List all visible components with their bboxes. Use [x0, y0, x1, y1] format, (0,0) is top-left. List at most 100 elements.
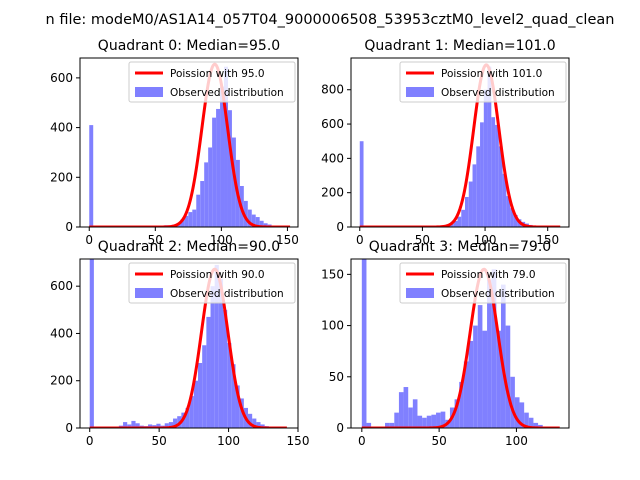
y-tick-label: 200 — [50, 170, 73, 184]
histogram-bar — [248, 413, 253, 428]
histogram-bar — [463, 361, 469, 428]
y-tick-label: 150 — [321, 267, 344, 281]
histogram-bar — [408, 407, 413, 428]
histogram-bar — [483, 89, 488, 227]
subplot-quadrant-2: Quadrant 2: Median=90.0 0 50 100 150 0 200 400 6… — [50, 239, 309, 448]
plot-area — [88, 259, 288, 428]
histogram-bar — [487, 279, 492, 428]
y-tick-label: 100 — [321, 319, 344, 333]
histogram-bar — [514, 397, 520, 428]
y-tick-label: 400 — [50, 121, 73, 135]
x-tick-label: 150 — [536, 233, 559, 247]
legend-line-label: Poission with 79.0 — [441, 269, 536, 281]
legend-hist-label: Observed distribution — [441, 288, 555, 300]
x-tick-label: 50 — [152, 434, 167, 448]
x-tick-label: 100 — [210, 233, 233, 247]
histogram-bar — [247, 209, 252, 227]
histogram-bar — [440, 411, 446, 428]
histogram-bar — [359, 141, 364, 227]
histogram-bar — [519, 402, 525, 428]
x-tick-label: 100 — [217, 434, 240, 448]
histogram-bar — [505, 325, 511, 428]
axes-frame — [350, 57, 570, 228]
histogram-bar — [457, 216, 462, 227]
legend-box — [128, 262, 296, 304]
subplot-title: Quadrant 2: Median=90.0 — [98, 239, 280, 255]
histogram-bar — [123, 422, 128, 428]
y-tick-label: 600 — [321, 117, 344, 131]
histogram-bar — [476, 146, 481, 227]
histogram-bar — [500, 284, 506, 428]
histogram-bar — [89, 259, 94, 428]
histogram-bar — [131, 420, 136, 428]
subplot-title: Quadrant 1: Median=101.0 — [364, 38, 555, 54]
axes-frame — [350, 258, 570, 429]
subplot-title: Quadrant 3: Median=79.0 — [369, 239, 551, 255]
histogram-bar — [461, 209, 466, 227]
histogram-bar — [491, 269, 497, 428]
histogram-bar — [477, 305, 483, 428]
histogram-bar — [216, 108, 221, 227]
histogram-bar — [389, 422, 395, 428]
y-tick-label: 200 — [50, 374, 73, 388]
y-tick-label: 0 — [65, 421, 73, 435]
histogram-bar — [495, 124, 499, 227]
histogram-bar — [173, 418, 178, 428]
histogram-bar — [398, 392, 404, 428]
histogram-bar — [192, 209, 197, 227]
legend: Poission with 90.0 Observed distribution — [128, 262, 296, 304]
subplot-quadrant-0: Quadrant 0: Median=95.0 0 50 100 150 0 200 400 6… — [50, 38, 299, 247]
histogram-bar — [506, 196, 511, 227]
histogram-bar — [224, 66, 228, 227]
histogram-bar — [417, 415, 423, 428]
poisson-curve — [88, 62, 291, 227]
x-tick-label: 0 — [356, 233, 364, 247]
histogram-bar — [202, 345, 207, 428]
histogram-bar — [453, 220, 458, 227]
legend-line-label: Poission with 101.0 — [441, 68, 542, 80]
y-tick-label: 400 — [50, 326, 73, 340]
y-tick-label: 50 — [329, 370, 344, 384]
histogram-bar — [422, 417, 427, 428]
poisson-curve — [361, 267, 561, 428]
histogram-bar — [491, 117, 496, 227]
histogram-bar — [235, 385, 240, 428]
histogram-bar — [502, 173, 507, 227]
y-tick-label: 0 — [336, 421, 344, 435]
histogram-bar — [168, 422, 174, 428]
x-tick-label: 0 — [85, 233, 93, 247]
histogram-bar — [482, 330, 488, 428]
histogram-bar — [533, 422, 539, 428]
histogram-bar — [198, 363, 203, 428]
legend-hist-label: Observed distribution — [441, 87, 555, 99]
histogram-bar — [208, 147, 213, 227]
histogram-bar — [227, 342, 232, 428]
legend-line-label: Poission with 95.0 — [170, 68, 265, 80]
histogram-bar — [184, 215, 189, 227]
histogram-bar — [468, 181, 473, 227]
axes-frame — [79, 57, 299, 228]
axes-frame — [79, 258, 299, 429]
histogram-bar — [223, 309, 228, 428]
plot-area — [88, 62, 292, 227]
histogram-bar — [243, 200, 248, 227]
histogram-bar — [164, 423, 169, 428]
subplot-title: Quadrant 0: Median=95.0 — [98, 38, 280, 54]
histogram-bar — [251, 214, 256, 227]
histogram-bar — [361, 259, 367, 428]
y-tick-label: 600 — [50, 279, 73, 293]
y-tick-label: 0 — [336, 220, 344, 234]
legend-box — [399, 262, 567, 304]
y-tick-label: 0 — [65, 220, 73, 234]
subplot-quadrant-3: Quadrant 3: Median=79.0 0 50 100 0 50 100 150 Po… — [321, 239, 570, 448]
histogram-bar — [263, 223, 268, 227]
histogram-bar — [231, 364, 236, 428]
histogram-bar — [459, 381, 464, 428]
histogram-bar — [214, 264, 219, 428]
histogram-bar — [426, 415, 432, 428]
histogram-bar — [472, 164, 477, 227]
histogram-bar — [436, 412, 441, 428]
histogram-bar — [394, 412, 399, 428]
legend-hist-label: Observed distribution — [170, 288, 284, 300]
histogram-bar — [218, 279, 224, 428]
